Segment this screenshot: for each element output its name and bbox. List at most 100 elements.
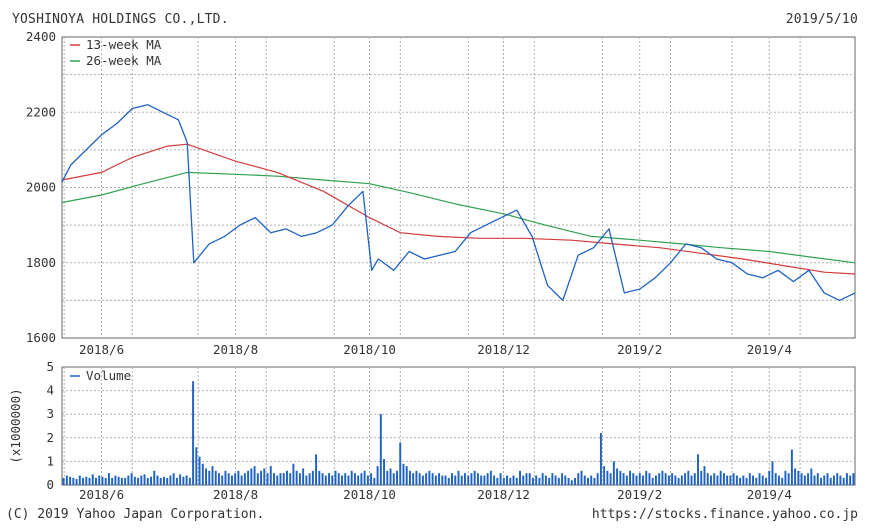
volume-bar: [402, 463, 405, 485]
volume-bar: [713, 473, 716, 485]
volume-bar: [234, 473, 237, 485]
volume-bar: [612, 461, 615, 485]
volume-bar: [111, 477, 114, 485]
volume-bar: [117, 476, 120, 485]
company-name: YOSHINOYA HOLDINGS CO.,LTD.: [12, 12, 229, 27]
volume-bar: [661, 470, 664, 485]
volume-bar: [386, 470, 389, 485]
volume-bar: [732, 473, 735, 485]
volume-bar: [829, 477, 832, 485]
volume-bar: [124, 477, 127, 485]
volume-bar: [389, 468, 392, 485]
volume-bar: [664, 473, 667, 485]
volume-bar: [742, 475, 745, 485]
volume-bar: [528, 473, 531, 485]
volume-bar: [214, 470, 217, 485]
price-y-tick-label: 1600: [26, 330, 56, 345]
volume-bar: [852, 473, 855, 485]
volume-bar: [143, 474, 146, 485]
volume-bar: [519, 470, 521, 485]
volume-x-tick-label: 2018/6: [79, 487, 124, 502]
volume-bar: [476, 473, 479, 485]
volume-bar: [619, 470, 622, 485]
price-x-tick-label: 2018/10: [343, 342, 396, 357]
volume-bar: [616, 468, 619, 485]
volume-bar: [328, 473, 330, 485]
volume-bar: [587, 477, 589, 485]
volume-bar: [431, 473, 434, 485]
volume-bar: [460, 475, 463, 485]
volume-bar: [127, 475, 130, 485]
volume-bar: [729, 475, 732, 485]
volume-bar: [836, 473, 839, 485]
volume-bar: [256, 473, 259, 485]
volume-bar: [399, 442, 402, 485]
volume-x-tick-label: 2019/4: [747, 487, 792, 502]
volume-bar: [457, 470, 460, 485]
volume-bar: [554, 475, 557, 485]
volume-bar: [250, 468, 253, 485]
volume-bar: [771, 461, 774, 485]
volume-bar: [832, 475, 835, 485]
volume-bar: [311, 470, 314, 485]
volume-bar: [722, 473, 725, 485]
chart-date: 2019/5/10: [785, 12, 858, 27]
volume-bar: [810, 468, 813, 485]
volume-bar: [535, 475, 538, 485]
volume-bar: [273, 473, 275, 485]
volume-bar: [315, 454, 318, 485]
volume-bar: [243, 473, 246, 485]
volume-bar: [567, 477, 570, 485]
volume-bar: [525, 473, 528, 485]
volume-bar: [687, 470, 690, 485]
volume-bar: [379, 414, 382, 485]
volume-bar: [561, 473, 564, 485]
volume-bar: [91, 474, 94, 485]
volume-bar: [104, 477, 107, 485]
volume-bar: [842, 477, 845, 485]
volume-bar: [820, 477, 822, 485]
volume-bar: [363, 470, 366, 485]
volume-bar: [642, 475, 644, 485]
volume-bar: [768, 470, 771, 485]
volume-bar: [609, 473, 612, 485]
volume-bar: [253, 466, 256, 485]
copyright-text: (C) 2019 Yahoo Japan Corporation.: [6, 507, 265, 522]
volume-bar: [240, 475, 243, 485]
volume-bar: [499, 473, 502, 485]
volume-bar: [198, 456, 201, 485]
source-url[interactable]: https://stocks.finance.yahoo.co.jp: [591, 507, 858, 522]
volume-bar: [765, 477, 767, 485]
volume-bar: [366, 475, 369, 485]
volume-bar: [188, 477, 191, 485]
volume-bar: [574, 477, 576, 485]
price-x-tick-label: 2019/4: [747, 342, 792, 357]
volume-bar: [758, 473, 761, 485]
price-y-tick-label: 2400: [26, 29, 56, 44]
volume-bar: [748, 473, 751, 485]
volume-panel: [61, 366, 856, 486]
volume-bar: [845, 473, 848, 485]
volume-bar: [211, 466, 214, 485]
volume-x-tick-label: 2019/2: [617, 487, 662, 502]
volume-bar: [107, 473, 110, 485]
volume-bar: [353, 473, 356, 485]
price-x-tick-label: 2019/2: [617, 342, 662, 357]
volume-bar: [269, 466, 272, 485]
volume-bar: [716, 475, 719, 485]
price-line: [61, 104, 856, 302]
volume-bar: [373, 477, 376, 485]
volume-bar: [175, 477, 178, 485]
volume-bar: [230, 475, 233, 485]
volume-bar: [350, 470, 353, 485]
volume-bar: [638, 473, 641, 485]
volume-bar: [279, 473, 282, 485]
volume-bar: [629, 470, 632, 485]
volume-bar: [276, 475, 279, 485]
volume-bar: [658, 473, 661, 485]
volume-bar: [454, 475, 457, 485]
volume-bar: [800, 473, 803, 485]
volume-bar: [541, 473, 544, 485]
volume-bar: [415, 470, 418, 485]
